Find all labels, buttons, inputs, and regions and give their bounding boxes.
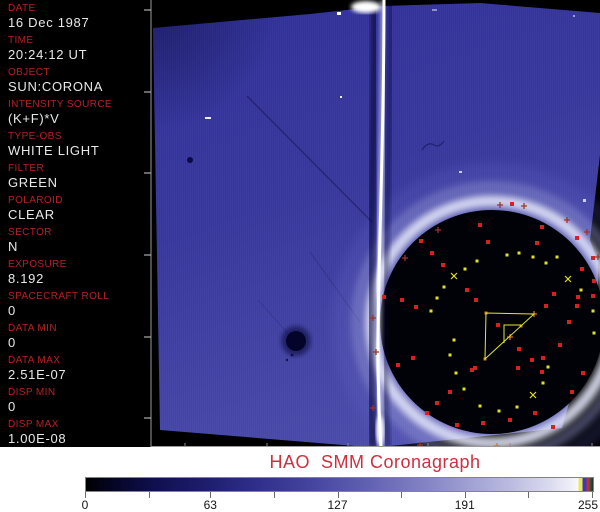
field-value: 16 Dec 1987 <box>8 15 90 30</box>
field-label: DISP MAX <box>8 419 59 430</box>
field-value: 2.51E-07 <box>8 367 67 382</box>
field-label: DATE <box>8 3 36 14</box>
field-label: EXPOSURE <box>8 259 67 270</box>
field-label: DATA MIN <box>8 323 57 334</box>
colorbar-tick <box>210 492 212 498</box>
colorbar-tick <box>85 492 86 498</box>
field-value: CLEAR <box>8 207 55 222</box>
metadata-field: FILTER GREEN <box>8 163 150 195</box>
field-label: POLAROID <box>8 195 63 206</box>
field-value: GREEN <box>8 175 58 190</box>
metadata-field: SECTOR N <box>8 227 150 259</box>
field-value: N <box>8 239 19 254</box>
bottom-panel: HAO SMM Coronagraph 0 63 127 191 255 <box>0 447 600 512</box>
field-value: 8.192 <box>8 271 45 286</box>
colorbar-tick <box>401 492 403 498</box>
colorbar-tick <box>528 492 530 498</box>
field-label: SECTOR <box>8 227 52 238</box>
colorbar-tick <box>273 492 275 498</box>
field-label: INTENSITY SOURCE <box>8 99 113 110</box>
field-label: FILTER <box>8 163 45 174</box>
metadata-field: DISP MIN 0 <box>8 387 150 419</box>
metadata-field: DATA MAX 2.51E-07 <box>8 355 150 387</box>
metadata-field: OBJECT SUN:CORONA <box>8 67 150 99</box>
colorbar-tick <box>592 492 593 498</box>
field-label: SPACECRAFT ROLL <box>8 291 110 302</box>
colorbar-tick-label: 191 <box>454 498 475 512</box>
metadata-field: TIME 20:24:12 UT <box>8 35 150 67</box>
field-value: 0 <box>8 335 16 350</box>
colorbar-tick <box>464 492 466 498</box>
field-value: SUN:CORONA <box>8 79 104 94</box>
colorbar <box>85 477 594 492</box>
metadata-field: POLAROID CLEAR <box>8 195 150 227</box>
metadata-field: TYPE-OBS WHITE LIGHT <box>8 131 150 163</box>
metadata-sidebar: DATE 16 Dec 1987 TIME 20:24:12 UT OBJECT SUN:… <box>0 0 150 447</box>
field-label: DATA MAX <box>8 355 61 366</box>
colorbar-tick <box>148 492 150 498</box>
colorbar-tick-label: 0 <box>81 498 89 512</box>
metadata-field: DISP MAX 1.00E-08 <box>8 419 150 447</box>
field-value: 20:24:12 UT <box>8 47 88 62</box>
coronagraph-image <box>150 0 600 447</box>
field-value: (K+F)*V <box>8 111 60 126</box>
metadata-field: DATA MIN 0 <box>8 323 150 355</box>
field-label: DISP MIN <box>8 387 56 398</box>
field-label: TIME <box>8 35 34 46</box>
colorbar-tick-label: 255 <box>577 498 599 512</box>
metadata-field: INTENSITY SOURCE (K+F)*V <box>8 99 150 131</box>
field-value: WHITE LIGHT <box>8 143 100 158</box>
colorbar-tick-label: 127 <box>327 498 348 512</box>
field-label: OBJECT <box>8 67 50 78</box>
corona-field <box>153 3 600 446</box>
image-title: HAO SMM Coronagraph <box>269 452 481 472</box>
metadata-field: EXPOSURE 8.192 <box>8 259 150 291</box>
field-value: 1.00E-08 <box>8 431 67 446</box>
field-value: 0 <box>8 303 16 318</box>
metadata-field: SPACECRAFT ROLL 0 <box>8 291 150 323</box>
colorbar-tick <box>337 492 339 498</box>
field-value: 0 <box>8 399 16 414</box>
metadata-field: DATE 16 Dec 1987 <box>8 3 150 35</box>
field-label: TYPE-OBS <box>8 131 62 142</box>
colorbar-tick-label: 63 <box>203 498 217 512</box>
